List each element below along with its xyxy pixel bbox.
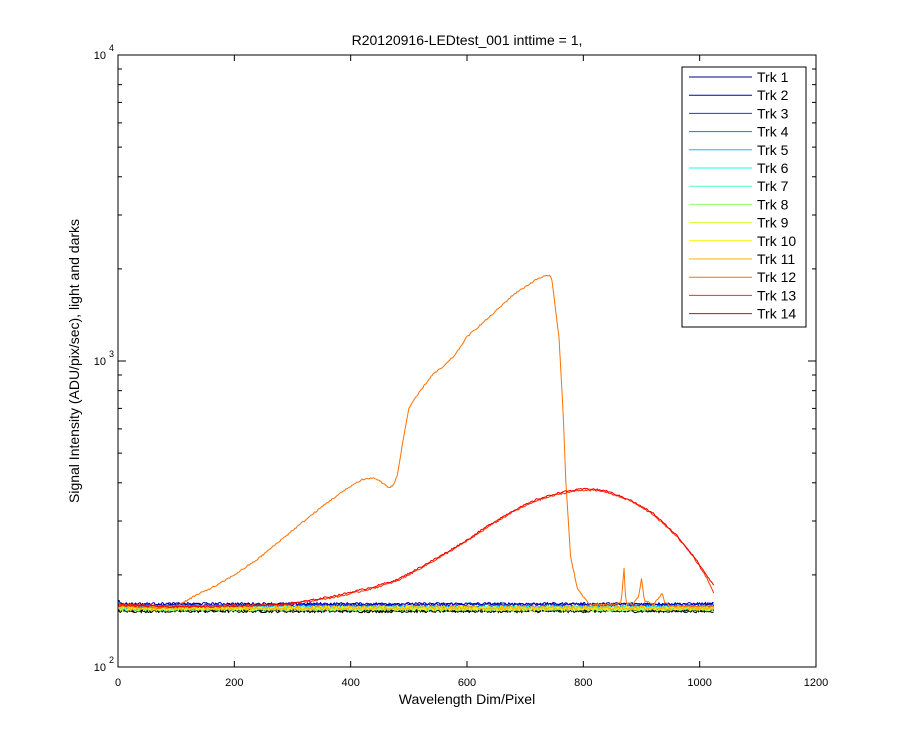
x-tick-label: 0 bbox=[115, 677, 121, 689]
legend-label: Trk 5 bbox=[757, 142, 789, 158]
x-axis-label: Wavelength Dim/Pixel bbox=[399, 691, 535, 707]
x-tick-label: 1000 bbox=[687, 677, 711, 689]
legend-label: Trk 12 bbox=[757, 269, 796, 285]
series-line-trk-12 bbox=[117, 274, 714, 610]
y-tick-label-exponent: 3 bbox=[109, 349, 114, 359]
y-tick-label-base: 10 bbox=[94, 50, 106, 62]
x-tick-label: 200 bbox=[225, 677, 243, 689]
legend-label: Trk 2 bbox=[757, 87, 789, 103]
legend-label: Trk 6 bbox=[757, 160, 789, 176]
dark-trace-line bbox=[117, 608, 714, 614]
legend-label: Trk 4 bbox=[757, 124, 789, 140]
legend-label: Trk 9 bbox=[757, 215, 789, 231]
legend-label: Trk 1 bbox=[757, 69, 789, 85]
legend-box bbox=[681, 66, 807, 328]
x-tick-label: 1200 bbox=[804, 677, 828, 689]
x-tick-label: 600 bbox=[458, 677, 476, 689]
y-tick-label-exponent: 2 bbox=[109, 655, 114, 665]
legend-label: Trk 3 bbox=[757, 105, 789, 121]
legend-label: Trk 7 bbox=[757, 178, 789, 194]
series-line-trk-14 bbox=[117, 487, 715, 609]
series-line-trk-11 bbox=[117, 604, 715, 612]
legend-label: Trk 10 bbox=[757, 233, 796, 249]
series-layer bbox=[117, 274, 715, 614]
y-tick-label-exponent: 4 bbox=[109, 43, 114, 53]
x-tick-label: 800 bbox=[574, 677, 592, 689]
y-tick-label-base: 10 bbox=[94, 356, 106, 368]
legend-label: Trk 13 bbox=[757, 287, 796, 303]
x-tick-label: 400 bbox=[341, 677, 359, 689]
legend-items: Trk 1 Trk 2 Trk 3 Trk 4 Trk 5 Trk 6 Trk 7 Trk 8… bbox=[689, 69, 796, 322]
legend-label: Trk 8 bbox=[757, 196, 789, 212]
y-axis-label: Signal Intensity (ADU/pix/sec), light an… bbox=[66, 219, 82, 503]
legend: Trk 1 Trk 2 Trk 3 Trk 4 Trk 5 Trk 6 Trk 7 Trk 8… bbox=[681, 66, 807, 328]
y-tick-label-base: 10 bbox=[94, 662, 106, 674]
legend-label: Trk 11 bbox=[757, 251, 795, 267]
legend-label: Trk 14 bbox=[757, 306, 796, 322]
chart-title: R20120916-LEDtest_001 inttime = 1, bbox=[352, 32, 583, 48]
